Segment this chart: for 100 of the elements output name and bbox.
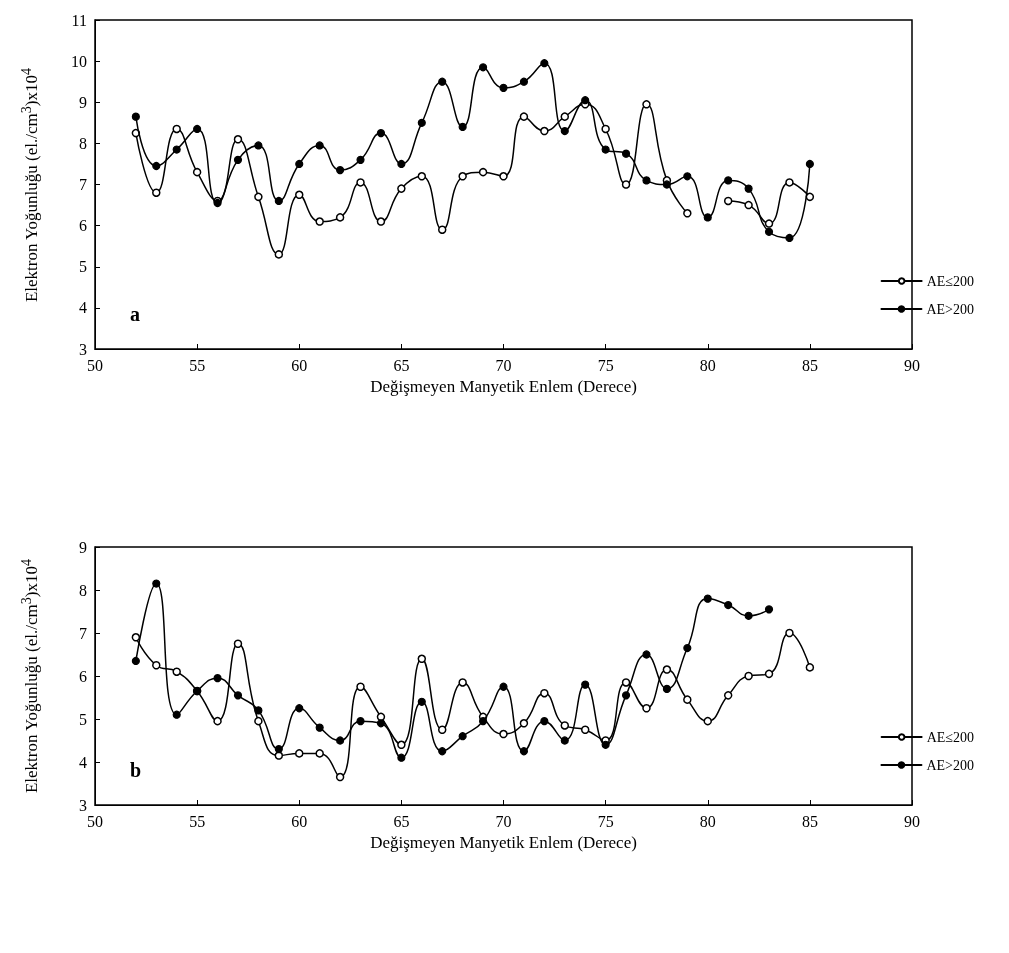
- point: [172, 124, 181, 134]
- point: [540, 59, 549, 68]
- point: [785, 628, 794, 638]
- point: [621, 149, 631, 158]
- point: [274, 745, 283, 754]
- point: [642, 650, 651, 659]
- point: [315, 749, 324, 758]
- point: [376, 719, 386, 728]
- point: [356, 155, 365, 164]
- point: [254, 141, 263, 150]
- point: [683, 643, 692, 653]
- point: [662, 180, 671, 189]
- x-tick-label: 75: [597, 356, 614, 374]
- point: [233, 135, 243, 144]
- point: [152, 161, 161, 171]
- point: [581, 680, 590, 689]
- point: [540, 688, 549, 698]
- point: [519, 112, 529, 121]
- y-tick-label: 5: [79, 710, 87, 728]
- point: [315, 141, 324, 150]
- legend-label: AE>200: [926, 757, 974, 773]
- point: [601, 145, 610, 154]
- point: [438, 77, 447, 86]
- point: [192, 167, 202, 177]
- point: [621, 180, 631, 189]
- point: [295, 159, 304, 169]
- x-tick-label: 65: [393, 812, 410, 830]
- point: [417, 697, 426, 706]
- point: [152, 188, 161, 197]
- point: [295, 190, 304, 200]
- point: [437, 225, 447, 234]
- point: [560, 736, 569, 745]
- point: [764, 669, 774, 679]
- point: [642, 704, 651, 713]
- x-axis-title: Değişmeyen Manyetik Enlem (Derece): [370, 376, 637, 396]
- point: [723, 196, 733, 206]
- y-tick-label: 9: [79, 538, 87, 556]
- x-tick-label: 60: [291, 812, 308, 830]
- point: [356, 682, 365, 691]
- y-tick-label: 8: [79, 134, 87, 152]
- x-tick-label: 70: [495, 812, 512, 830]
- point: [703, 213, 712, 222]
- point: [152, 661, 161, 670]
- point: [478, 717, 488, 726]
- y-tick-label: 3: [79, 340, 87, 358]
- x-tick-label: 50: [87, 356, 103, 374]
- y-tick-label: 5: [79, 258, 87, 276]
- point: [703, 716, 712, 726]
- point: [458, 122, 467, 132]
- point: [703, 594, 712, 603]
- point: [131, 633, 141, 642]
- point: [335, 772, 345, 782]
- y-tick-label: 9: [79, 93, 87, 111]
- point: [621, 691, 631, 700]
- point: [295, 704, 304, 713]
- point: [397, 753, 406, 762]
- legend-label: AE≤200: [926, 729, 975, 745]
- point: [683, 209, 692, 218]
- x-tick-label: 50: [87, 812, 103, 830]
- x-tick-label: 80: [699, 356, 716, 374]
- point: [417, 654, 427, 664]
- point: [478, 167, 488, 177]
- legend-label: AE≤200: [926, 273, 975, 289]
- point: [499, 172, 508, 181]
- point: [499, 83, 508, 92]
- point: [152, 579, 161, 588]
- legend-label: AE>200: [926, 301, 974, 317]
- x-axis-title: Değişmeyen Manyetik Enlem (Derece): [370, 832, 637, 852]
- point: [744, 611, 753, 620]
- point: [397, 159, 406, 169]
- point: [315, 723, 324, 732]
- x-tick-label: 90: [904, 356, 920, 374]
- y-tick-label: 6: [79, 217, 87, 235]
- point: [213, 674, 222, 683]
- point: [274, 196, 283, 206]
- point: [519, 77, 529, 86]
- y-tick-label: 10: [71, 52, 87, 70]
- point: [213, 716, 222, 726]
- point: [805, 159, 814, 169]
- point: [254, 716, 263, 726]
- point: [785, 233, 794, 243]
- y-tick-label: 6: [79, 667, 87, 685]
- point: [764, 219, 774, 228]
- point: [295, 749, 304, 758]
- y-tick-label: 3: [79, 796, 87, 814]
- y-tick-label: 7: [79, 624, 87, 642]
- point: [601, 124, 610, 134]
- point: [458, 678, 467, 687]
- point: [417, 172, 427, 181]
- point: [744, 671, 753, 681]
- x-tick-label: 90: [904, 812, 920, 830]
- point: [723, 691, 733, 700]
- point: [417, 118, 426, 127]
- point: [336, 166, 345, 175]
- point: [744, 200, 753, 210]
- point: [683, 695, 692, 704]
- x-tick-label: 85: [801, 356, 818, 374]
- point: [254, 192, 263, 202]
- point: [274, 250, 284, 259]
- point: [785, 178, 794, 187]
